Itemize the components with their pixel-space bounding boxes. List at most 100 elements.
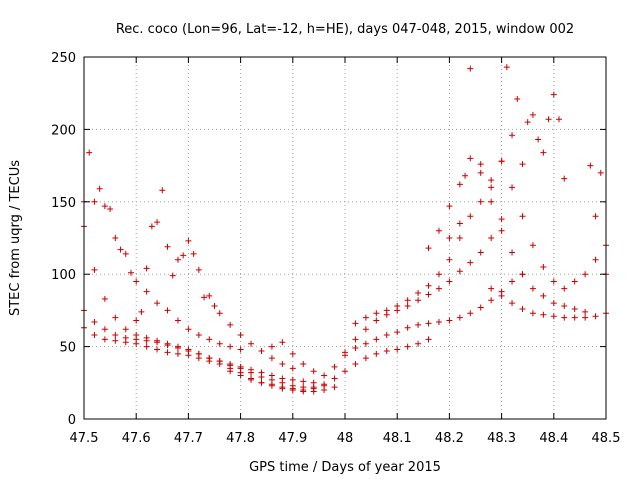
data-point-marker	[462, 172, 469, 179]
data-point-marker	[383, 347, 390, 354]
x-tick-label: 47.5	[70, 431, 99, 446]
data-point-marker	[101, 203, 108, 210]
data-point-marker	[185, 326, 192, 333]
data-point-marker	[477, 304, 484, 311]
series-ionospheric-track-11	[446, 65, 609, 315]
data-point-marker	[352, 345, 359, 352]
data-point-marker	[592, 213, 599, 220]
data-point-marker	[248, 376, 255, 383]
data-point-marker	[289, 376, 296, 383]
data-point-marker	[138, 308, 145, 315]
data-point-marker	[535, 136, 542, 143]
data-point-marker	[477, 198, 484, 205]
data-point-marker	[174, 317, 181, 324]
data-point-marker	[143, 288, 150, 295]
data-point-marker	[404, 324, 411, 331]
data-point-marker	[446, 235, 453, 241]
data-point-marker	[498, 158, 505, 165]
data-point-marker	[514, 95, 521, 102]
data-point-marker	[467, 155, 474, 162]
data-point-marker	[571, 314, 578, 321]
data-point-marker	[216, 340, 223, 347]
data-point-marker	[446, 256, 453, 263]
data-point-marker	[404, 297, 411, 304]
data-point-marker	[133, 278, 140, 285]
data-point-marker	[133, 317, 140, 324]
x-axis-label: GPS time / Days of year 2015	[249, 460, 441, 475]
data-point-marker	[310, 368, 317, 375]
data-point-marker	[550, 313, 557, 320]
data-point-marker	[300, 360, 307, 367]
data-point-marker	[133, 332, 140, 339]
data-point-marker	[587, 162, 594, 169]
data-point-marker	[425, 291, 432, 298]
data-point-marker	[556, 116, 563, 123]
data-point-marker	[415, 340, 422, 347]
y-tick-label: 150	[51, 196, 76, 211]
data-point-marker	[415, 321, 422, 328]
data-point-marker	[289, 385, 296, 392]
data-point-marker	[394, 303, 401, 310]
data-point-marker	[477, 161, 484, 168]
data-point-marker	[122, 250, 129, 257]
data-point-marker	[321, 372, 328, 379]
data-point-marker	[117, 246, 124, 253]
data-point-marker	[127, 269, 134, 276]
data-point-marker	[498, 227, 505, 234]
data-point-marker	[571, 305, 578, 312]
data-point-marker	[331, 384, 338, 391]
data-point-marker	[206, 336, 213, 343]
data-point-marker	[362, 355, 369, 362]
data-point-marker	[258, 379, 265, 386]
data-point-marker	[540, 149, 547, 156]
data-point-marker	[342, 349, 348, 356]
y-tick-label: 250	[51, 51, 76, 66]
data-point-marker	[279, 375, 286, 382]
x-tick-label: 48.2	[435, 431, 464, 446]
data-point-marker	[373, 336, 380, 343]
data-point-marker	[509, 300, 516, 307]
data-point-marker	[509, 184, 516, 191]
data-point-marker	[201, 294, 208, 301]
data-point-marker	[289, 350, 296, 357]
data-point-marker	[331, 363, 338, 370]
data-point-marker	[112, 332, 119, 339]
data-point-marker	[237, 332, 244, 339]
data-point-marker	[190, 250, 197, 257]
data-point-marker	[122, 326, 129, 333]
data-point-marker	[300, 378, 307, 385]
data-point-marker	[404, 303, 411, 310]
data-point-marker	[331, 375, 338, 382]
grid-lines	[84, 57, 606, 419]
data-point-marker	[467, 259, 474, 266]
data-point-marker	[107, 206, 114, 213]
x-tick-label: 47.9	[278, 431, 307, 446]
data-point-marker	[529, 310, 536, 317]
x-tick-label: 48.5	[592, 431, 621, 446]
data-point-marker	[185, 346, 192, 353]
data-point-marker	[488, 198, 495, 205]
data-point-marker	[519, 271, 526, 278]
data-point-marker	[540, 311, 547, 318]
data-point-marker	[561, 303, 568, 310]
data-point-marker	[582, 314, 589, 321]
y-axis-ticks: 0 50 100 150 200 250	[51, 51, 606, 428]
data-point-marker	[509, 249, 516, 256]
y-tick-label: 200	[51, 123, 76, 138]
data-point-marker	[571, 278, 578, 285]
data-point-marker	[425, 282, 432, 289]
data-point-marker	[310, 385, 317, 392]
data-point-marker	[164, 307, 171, 314]
data-point-marker	[122, 334, 129, 341]
data-point-marker	[592, 256, 599, 263]
y-tick-label: 50	[59, 341, 76, 356]
data-point-marker	[362, 314, 369, 321]
data-point-marker	[279, 384, 286, 391]
data-point-marker	[498, 216, 505, 223]
data-point-marker	[561, 175, 568, 182]
data-point-marker	[300, 387, 307, 394]
x-tick-label: 48	[337, 431, 354, 446]
data-point-marker	[524, 119, 531, 126]
data-point-marker	[268, 381, 275, 388]
data-point-marker	[456, 181, 463, 188]
